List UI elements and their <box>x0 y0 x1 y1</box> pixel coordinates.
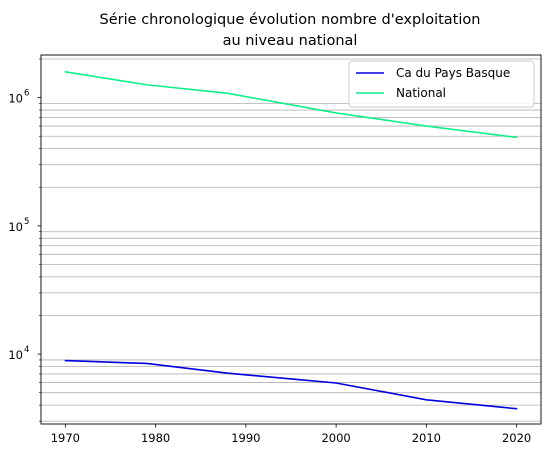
legend-label-national: National <box>396 86 446 100</box>
x-tick-label: 1980 <box>141 431 170 445</box>
series-line-national <box>64 71 518 139</box>
x-tick-label: 1990 <box>231 431 260 445</box>
legend-box <box>348 60 535 108</box>
series-layer <box>64 71 518 410</box>
y-tick-label: 10 <box>8 348 23 362</box>
y-tick-label: 10 <box>8 92 23 106</box>
x-tick-label: 2000 <box>321 431 350 445</box>
x-tick-label: 1970 <box>51 431 80 445</box>
series-line-ca-du-pays-basque <box>64 359 518 410</box>
chart-title-line-2: au niveau national <box>223 33 358 49</box>
x-tick-label: 2010 <box>412 431 441 445</box>
y-tick-label: 10 <box>8 220 23 234</box>
y-tick-label-exponent: 4 <box>24 345 29 355</box>
plot-area-frame <box>40 54 542 425</box>
y-tick-label-exponent: 6 <box>24 89 29 99</box>
x-tick-label: 2020 <box>502 431 531 445</box>
legend-label-ca-du-pays-basque: Ca du Pays Basque <box>396 66 510 80</box>
y-tick-label-exponent: 5 <box>24 217 29 227</box>
grid-layer <box>41 58 541 422</box>
chart-title-line-1: Série chronologique évolution nombre d'e… <box>100 12 481 28</box>
x-axis: 1970 1980 1990 2000 2010 2020 <box>51 424 531 445</box>
legend: Ca du Pays Basque National <box>348 60 535 108</box>
